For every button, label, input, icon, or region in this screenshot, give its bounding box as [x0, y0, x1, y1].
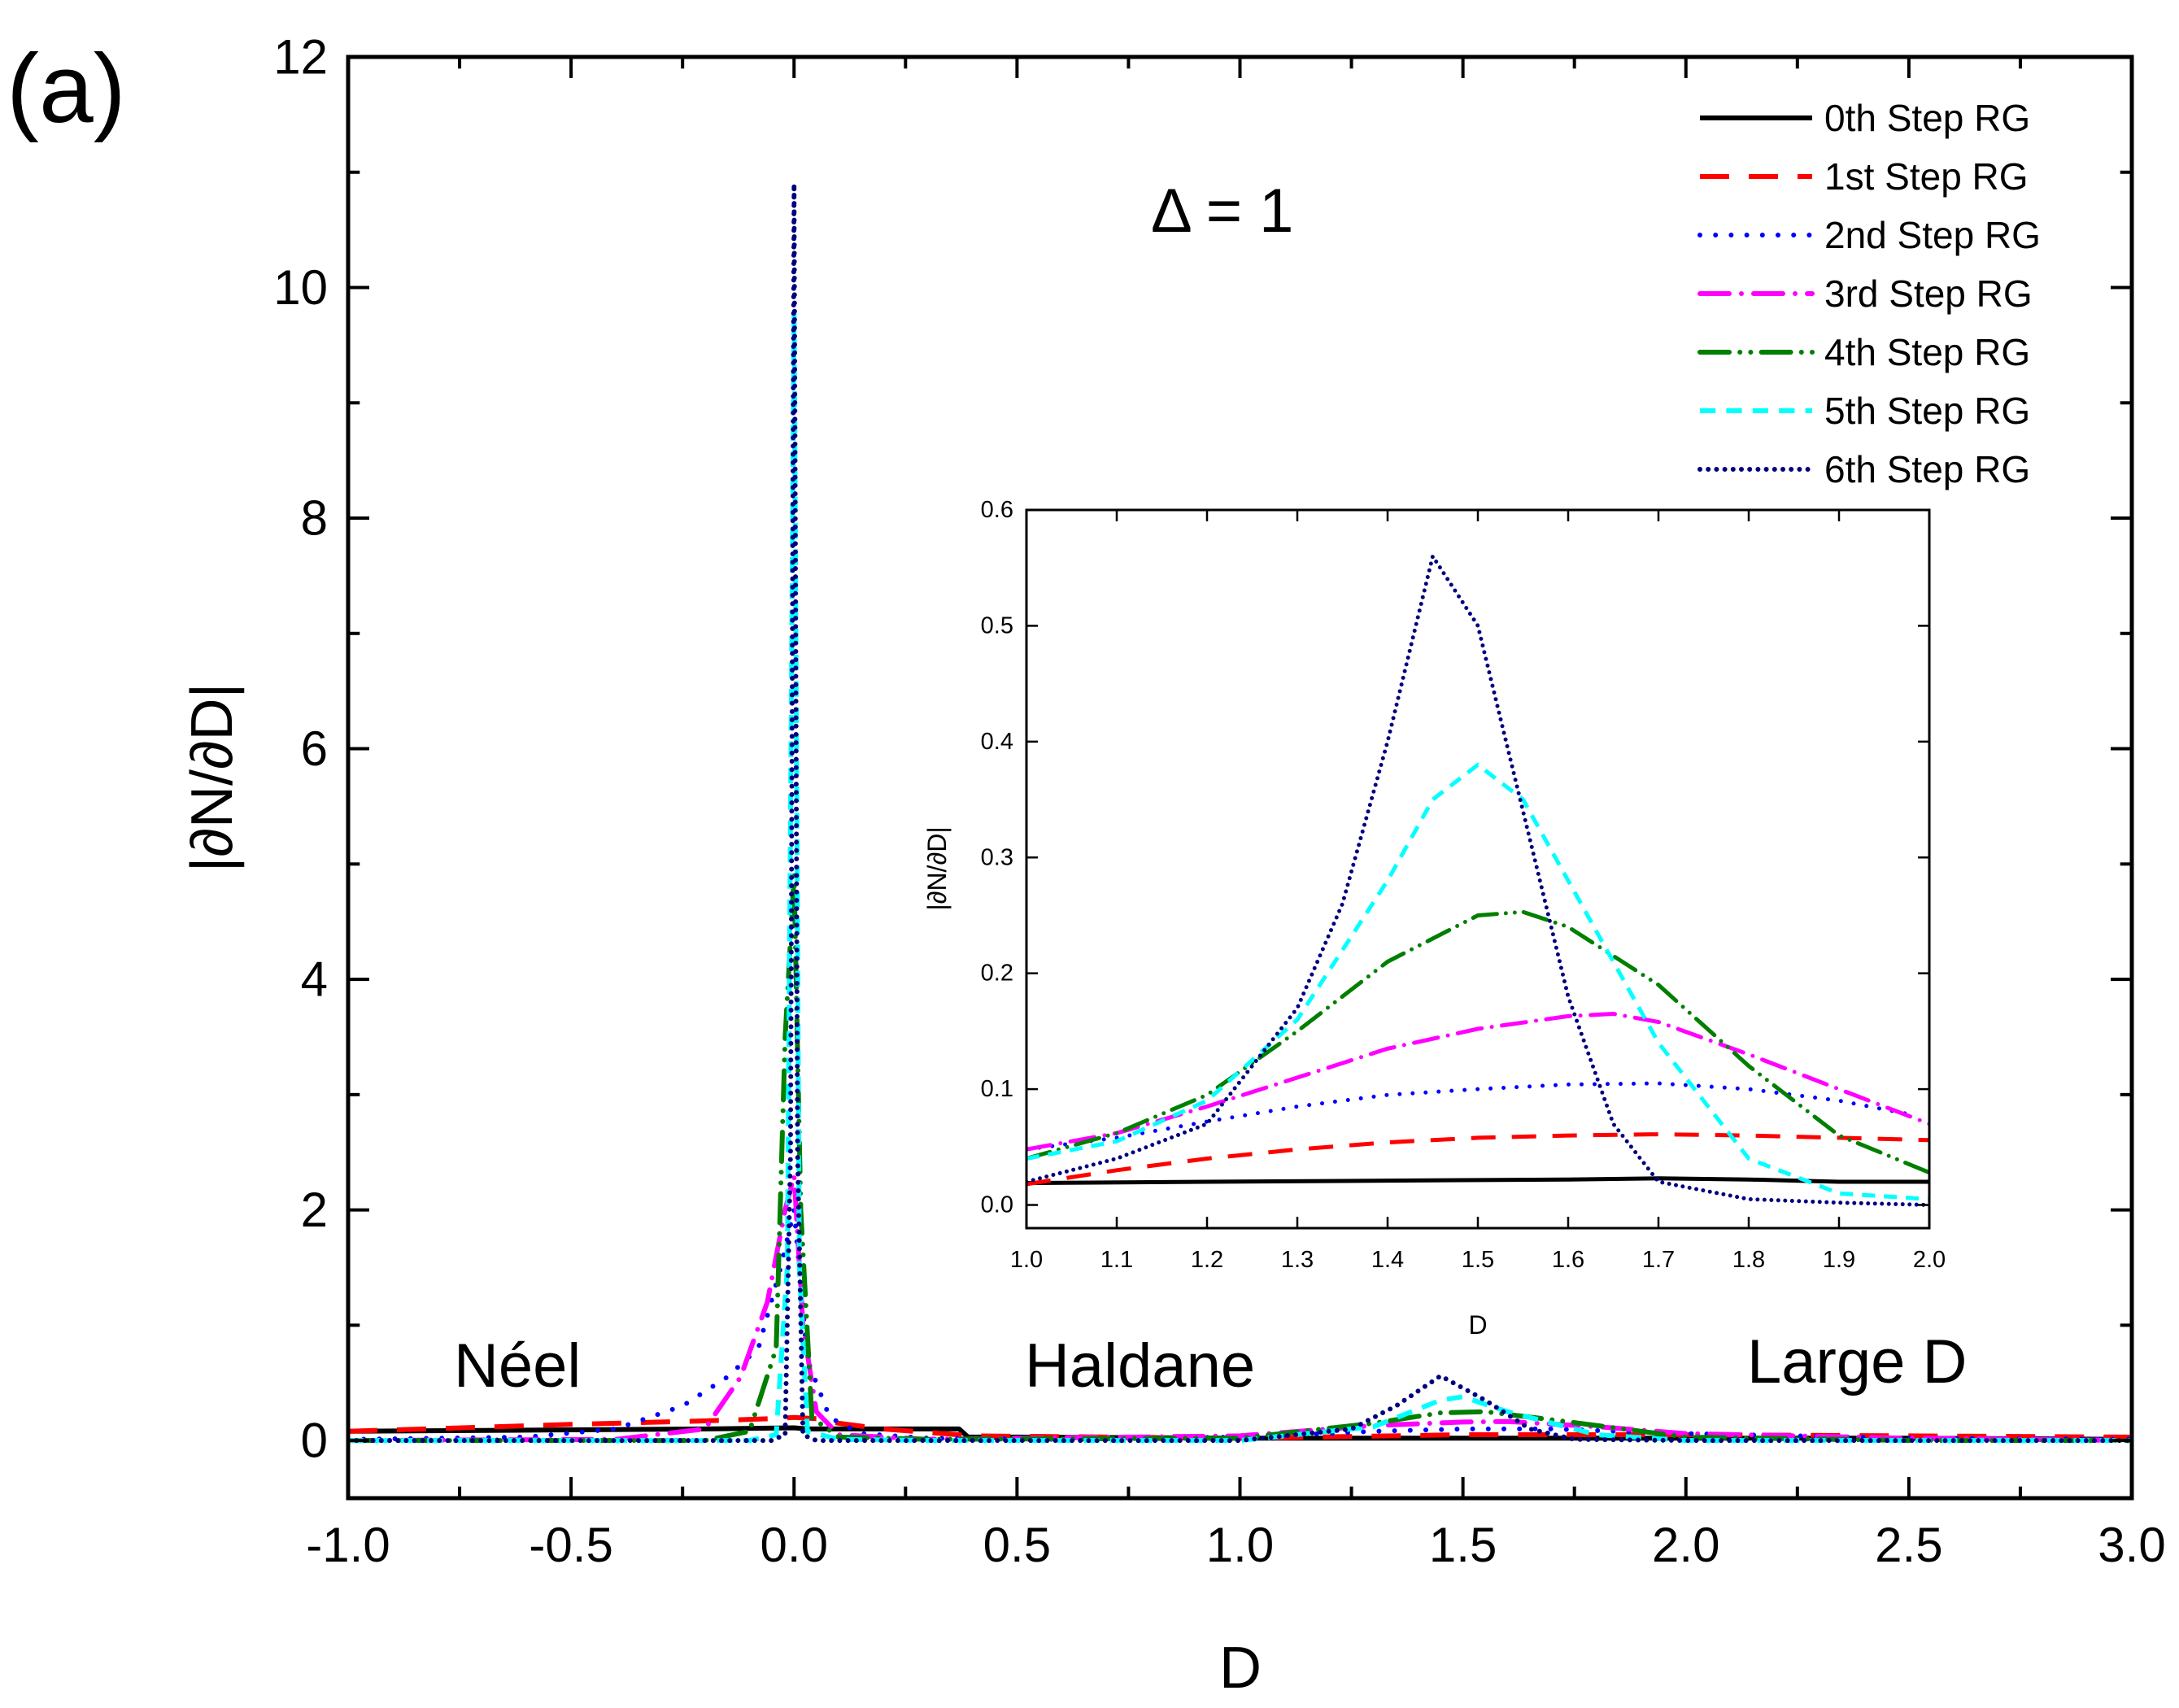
inset-x-tick-label: 1.9 [1823, 1247, 1855, 1273]
main-x-tick-label: 3.0 [2098, 1518, 2165, 1572]
main-x-tick-label: -1.0 [306, 1518, 390, 1572]
inset-series-line-3 [1026, 1012, 1929, 1152]
main-y-tick-label: 12 [273, 30, 328, 85]
main-y-tick-label: 2 [301, 1183, 328, 1237]
legend-label-6: 6th Step RG [1824, 448, 2030, 490]
main-series-line-1 [348, 1414, 2132, 1441]
inset-x-tick-label: 1.5 [1462, 1247, 1494, 1273]
main-series-line-0 [348, 1425, 2132, 1442]
main-x-tick-label: 0.0 [760, 1518, 828, 1572]
inset-y-tick-label: 0.4 [981, 729, 1013, 755]
inset-y-tick-label: 0.0 [981, 1192, 1013, 1218]
main-series-line-6 [348, 181, 2132, 1444]
inset-y-tick-label: 0.6 [981, 497, 1013, 523]
inset-x-axis-label: D [1468, 1310, 1487, 1340]
main-y-tick-label: 4 [301, 952, 328, 1007]
inset-y-tick-label: 0.3 [981, 844, 1013, 870]
main-x-tick-label: 2.5 [1875, 1518, 1942, 1572]
inset-series-line-6 [1026, 554, 1929, 1207]
inset-y-ticks: 0.0 0.1 0.2 0.3 0.4 0.5 0.6 [981, 497, 1929, 1218]
inset-x-tick-label: 1.0 [1010, 1247, 1043, 1273]
main-y-ticks: 0 2 4 6 8 10 12 [273, 30, 2132, 1468]
legend-label-3: 3rd Step RG [1824, 272, 2033, 315]
inset-y-tick-label: 0.2 [981, 961, 1013, 987]
main-y-tick-label: 10 [273, 260, 328, 315]
main-x-tick-label: 1.5 [1429, 1518, 1497, 1572]
main-series-line-5 [348, 307, 2132, 1444]
main-series-group [348, 181, 2132, 1444]
inset-series-line-1 [1026, 1132, 1929, 1187]
main-y-axis-label: |∂N/∂D| [180, 683, 245, 873]
main-y-tick-label: 6 [301, 721, 328, 776]
legend-label-4: 4th Step RG [1824, 331, 2030, 373]
legend-label-5: 5th Step RG [1824, 390, 2030, 432]
main-x-ticks: -1.0 -0.5 0.0 0.5 1.0 1.5 2.0 2.5 3.0 [306, 57, 2166, 1572]
delta-annotation: Δ = 1 [1151, 176, 1293, 246]
inset-series-line-4 [1026, 909, 1929, 1175]
main-y-tick-label: 8 [301, 491, 328, 546]
legend-label-1: 1st Step RG [1824, 155, 2029, 198]
inset-series-line-0 [1026, 1176, 1929, 1185]
main-series-line-2 [348, 1207, 2132, 1442]
inset-x-tick-label: 1.6 [1552, 1247, 1584, 1273]
main-x-tick-label: 2.0 [1652, 1518, 1719, 1572]
main-x-axis-label: D [1219, 1636, 1262, 1701]
inset-series-line-5 [1026, 762, 1929, 1201]
inset-series-group [1026, 554, 1929, 1207]
main-plot: -1.0 -0.5 0.0 0.5 1.0 1.5 2.0 2.5 3.0 024681012 … [180, 30, 2166, 1701]
phase-label-haldane: Haldane [1025, 1331, 1255, 1401]
main-y-tick-label: 0 [301, 1414, 328, 1468]
legend-label-0: 0th Step RG [1824, 97, 2030, 139]
legend: 0th Step RG 1st Step RG 2nd Step RG 3rd Ste… [1697, 97, 2041, 490]
phase-label-large-d: Large D [1747, 1327, 1967, 1396]
main-x-tick-label: 1.0 [1206, 1518, 1274, 1572]
inset-x-tick-label: 1.8 [1732, 1247, 1765, 1273]
inset-x-tick-label: 1.4 [1371, 1247, 1404, 1273]
inset-y-tick-label: 0.1 [981, 1076, 1013, 1102]
inset-x-tick-label: 1.3 [1281, 1247, 1314, 1273]
inset-x-tick-label: 1.2 [1191, 1247, 1223, 1273]
inset-x-tick-label: 1.1 [1100, 1247, 1133, 1273]
phase-label-neel: Néel [454, 1331, 581, 1401]
inset-x-tick-label: 1.7 [1642, 1247, 1675, 1273]
main-x-tick-label: -0.5 [529, 1518, 612, 1572]
inset-x-ticks: 1.0 1.1 1.2 1.3 1.4 1.5 1.6 1.7 1.8 1.9 2.0 [1010, 510, 1946, 1273]
legend-label-2: 2nd Step RG [1824, 214, 2041, 256]
inset-x-tick-label: 2.0 [1913, 1247, 1946, 1273]
inset-y-axis-label: |∂N/∂D| [922, 826, 952, 910]
inset-y-tick-label: 0.5 [981, 612, 1013, 638]
main-x-tick-label: 0.5 [983, 1518, 1051, 1572]
main-series-line-4 [348, 873, 2132, 1444]
inset-plot: 1.0 1.1 1.2 1.3 1.4 1.5 1.6 1.7 1.8 1.9 2.0 0.0 0.1… [922, 497, 1946, 1340]
panel-label: (a) [7, 34, 126, 143]
inset-series-line-2 [1026, 1081, 1914, 1152]
